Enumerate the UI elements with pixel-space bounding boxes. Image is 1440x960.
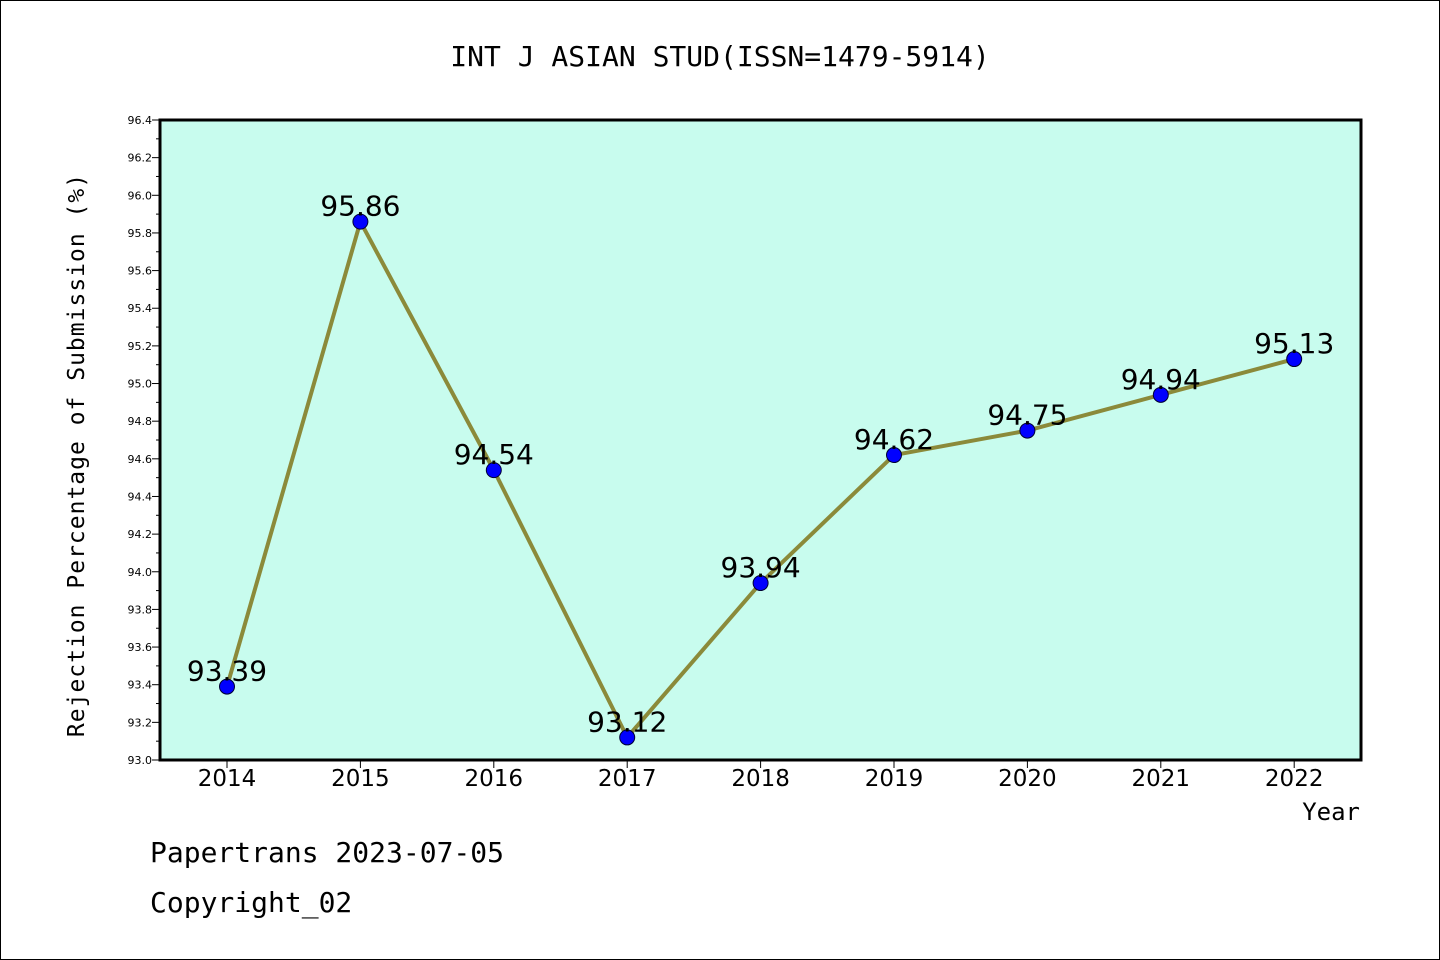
data-point (886, 447, 902, 464)
y-axis-label: Rejection Percentage of Submission (%) (64, 173, 90, 737)
y-tick-label: 95.0 (128, 378, 153, 391)
data-markers (219, 213, 1303, 746)
x-axis: 2014 2015 2016 2017 2018 2019 2020 2021 2022 (198, 760, 1324, 792)
data-point (352, 213, 369, 230)
x-tick-label: 2016 (465, 766, 524, 792)
y-tick-label: 94.0 (128, 566, 153, 579)
data-labels: 93.39 95.86 94.54 93.12 93.94 94.62 94.75 94.94… (187, 190, 1334, 739)
y-tick-label: 93.2 (128, 716, 153, 729)
data-label: 93.39 (187, 655, 267, 688)
data-point (1152, 386, 1169, 403)
y-tick-label: 96.0 (128, 189, 153, 202)
data-label: 94.62 (854, 423, 934, 456)
y-tick-label: 93.4 (128, 679, 153, 692)
y-tick-label: 93.0 (128, 754, 153, 767)
x-tick-label: 2022 (1265, 766, 1324, 792)
footer-date: Papertrans 2023-07-05 (150, 836, 505, 869)
data-label: 94.94 (1121, 363, 1201, 396)
data-label: 95.86 (320, 190, 400, 223)
y-axis: 93.0 93.2 93.4 93.6 93.8 94.0 94.2 94.4 94.6 94.8… (128, 114, 160, 767)
data-label: 93.94 (721, 551, 801, 584)
data-point (619, 729, 636, 746)
data-label: 93.12 (587, 705, 667, 738)
y-tick-label: 95.6 (128, 265, 153, 278)
y-tick-label: 96.2 (128, 152, 153, 165)
data-point (219, 678, 235, 695)
y-tick-label: 96.4 (128, 114, 153, 127)
x-tick-label: 2021 (1132, 766, 1191, 792)
y-tick-label: 93.6 (128, 641, 153, 654)
x-tick-label: 2018 (731, 766, 790, 792)
x-tick-label: 2015 (331, 766, 390, 792)
chart-title: INT J ASIAN STUD(ISSN=1479-5914) (450, 40, 989, 73)
y-tick-label: 94.2 (128, 528, 153, 541)
x-tick-label: 2017 (598, 766, 657, 792)
y-tick-label: 95.4 (128, 302, 153, 315)
y-tick-label: 95.2 (128, 340, 153, 353)
data-label: 94.54 (454, 438, 534, 471)
footer-copyright: Copyright_02 (150, 886, 353, 919)
data-label: 95.13 (1254, 327, 1334, 360)
y-tick-label: 94.4 (128, 490, 153, 503)
data-label: 94.75 (987, 399, 1067, 432)
x-tick-label: 2014 (198, 766, 257, 792)
y-tick-label: 94.8 (128, 415, 153, 428)
y-tick-label: 95.8 (128, 227, 153, 240)
x-tick-label: 2019 (865, 766, 924, 792)
data-point (752, 575, 769, 592)
x-tick-label: 2020 (998, 766, 1057, 792)
y-tick-label: 93.8 (128, 603, 153, 616)
plot-border (158, 118, 1363, 762)
data-point (1019, 422, 1036, 439)
data-point (1286, 351, 1303, 368)
y-tick-label: 94.6 (128, 453, 153, 466)
data-point (485, 462, 502, 479)
x-axis-label: Year (1302, 798, 1360, 826)
